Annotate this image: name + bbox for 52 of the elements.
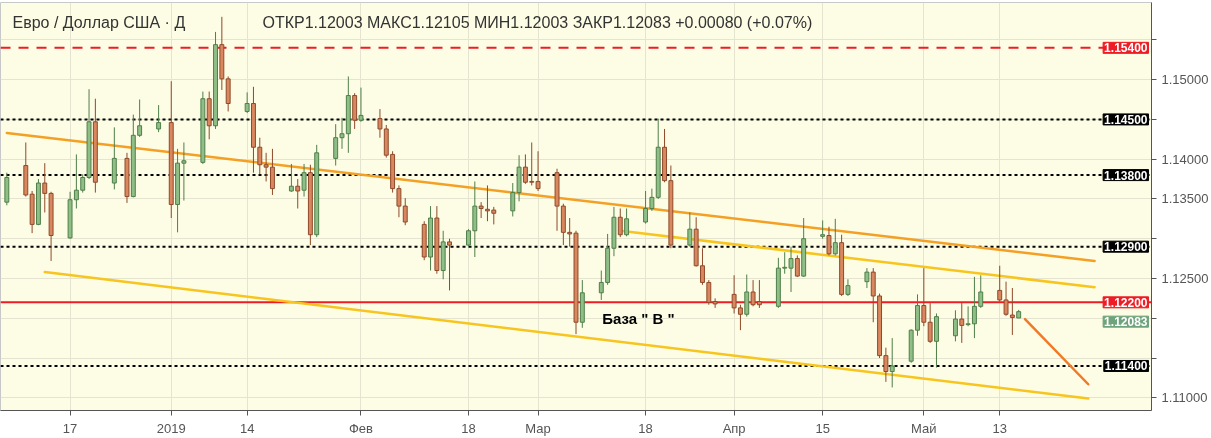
y-tick-label: 1.15000 <box>1161 72 1209 88</box>
candlestick <box>687 211 693 248</box>
x-tick-label: 13 <box>992 420 1007 436</box>
x-tick-label: 15 <box>815 420 830 436</box>
x-tick-label: 14 <box>239 420 255 436</box>
ref-line-label: 1.15400 <box>1104 41 1148 56</box>
y-tick-label: 1.13500 <box>1161 191 1209 207</box>
text: ОТКР1.12003 МАКС1.12105 МИН1.12003 ЗАКР1.12083 +0.00080 (+0.07%) <box>262 14 813 31</box>
x-tick-label: 2019 <box>156 420 186 436</box>
candlestick <box>712 297 718 309</box>
candlestick <box>156 104 162 133</box>
y-tick-label: 1.14000 <box>1161 151 1209 167</box>
y-tick-label: 1.12500 <box>1161 270 1209 286</box>
candlestick <box>301 163 307 198</box>
candlestick <box>826 226 832 256</box>
annotation: База " В " <box>602 310 675 327</box>
candlestick <box>794 254 800 278</box>
candlestick <box>288 163 294 193</box>
candlestick <box>820 219 826 240</box>
ref-line-label: 1.12900 <box>1104 240 1148 255</box>
x-tick-label: 17 <box>62 420 78 436</box>
candlestick <box>921 267 927 327</box>
x-tick-label: 18 <box>638 420 653 436</box>
candlestick <box>447 238 452 291</box>
x-tick-label: Апр <box>722 420 746 436</box>
candlestick <box>889 337 895 388</box>
x-tick-label: Фев <box>348 420 374 436</box>
annotation: 1.12083 <box>1104 315 1148 330</box>
candlestick <box>1009 287 1015 336</box>
candlestick <box>832 218 838 256</box>
candlestick <box>959 301 965 344</box>
ref-line-label: 1.14500 <box>1104 112 1148 127</box>
candlestick <box>295 178 301 209</box>
ref-line-label: 1.12200 <box>1104 295 1148 310</box>
candlestick <box>744 274 750 318</box>
candlestick <box>478 201 484 219</box>
candlestick <box>927 302 933 344</box>
candlestick <box>358 87 364 123</box>
x-tick-label: Май <box>911 420 937 436</box>
candlestick <box>624 207 630 237</box>
candlestick <box>181 141 187 202</box>
y-tick-label: 1.11000 <box>1161 390 1208 406</box>
candlestick <box>244 91 250 114</box>
x-tick-label: 18 <box>461 420 476 436</box>
text: Евро / Доллар США · Д <box>12 14 186 31</box>
x-tick-label: Мар <box>525 420 551 436</box>
ref-line-label: 1.11400 <box>1104 359 1148 374</box>
candlestick <box>617 207 623 238</box>
candlestick <box>952 309 958 342</box>
candlestick <box>965 305 971 327</box>
candlestick <box>864 267 870 289</box>
ref-line-label: 1.13800 <box>1104 168 1148 183</box>
